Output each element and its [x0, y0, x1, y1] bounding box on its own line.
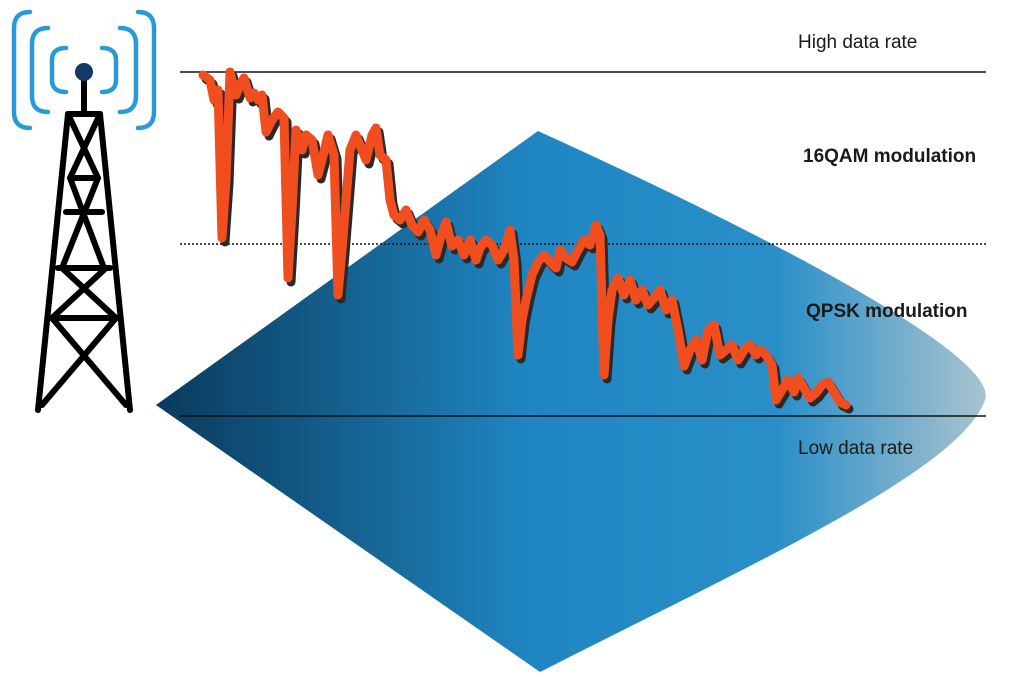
cell-tower-icon: [35, 71, 133, 413]
radio-signal-icon: [11, 9, 157, 131]
low-data-rate-label: Low data rate: [798, 438, 914, 459]
signal-trace: [198, 67, 851, 410]
16qam-modulation-label: 16QAM modulation: [803, 146, 977, 167]
high-data-rate-label: High data rate: [798, 32, 918, 53]
antenna-tip-icon: [75, 63, 93, 81]
coverage-area: [156, 131, 986, 672]
qpsk-modulation-label: QPSK modulation: [806, 301, 968, 322]
